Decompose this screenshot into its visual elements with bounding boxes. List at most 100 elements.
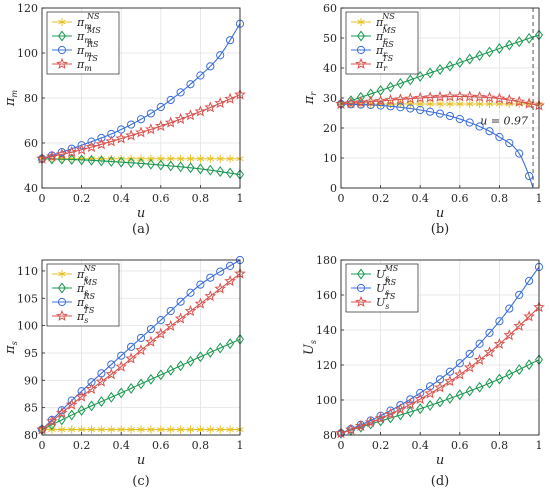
data-point — [503, 329, 516, 341]
y-tick-label: 10 — [323, 152, 337, 165]
x-tick-label: 0 — [39, 439, 46, 452]
data-point — [166, 425, 175, 434]
data-point — [216, 342, 225, 354]
data-point — [46, 415, 58, 427]
data-point — [216, 166, 225, 178]
data-point — [135, 344, 147, 356]
data-point — [95, 375, 108, 387]
data-point — [206, 62, 215, 71]
data-point — [145, 335, 157, 347]
data-point — [186, 288, 195, 297]
data-point — [456, 100, 464, 108]
data-point — [156, 159, 165, 171]
data-point — [475, 339, 484, 348]
data-point — [523, 97, 535, 109]
data-point — [345, 423, 357, 435]
data-point — [434, 381, 446, 393]
data-point — [117, 156, 126, 168]
x-tick-label: 0.4 — [411, 439, 429, 452]
data-point — [483, 91, 496, 103]
x-tick-label: 0 — [338, 192, 345, 205]
legend-entry: UsRS — [376, 278, 397, 297]
data-point — [426, 399, 435, 411]
data-point — [117, 351, 126, 360]
data-point — [115, 132, 128, 144]
data-point — [206, 164, 215, 176]
svg-text:πr: πr — [302, 91, 318, 106]
x-tick-label: 0 — [39, 192, 46, 205]
data-point — [176, 360, 185, 372]
data-point — [46, 150, 58, 162]
data-point — [77, 404, 86, 416]
data-point — [146, 158, 155, 170]
data-point — [404, 92, 417, 104]
data-point — [216, 425, 224, 434]
data-point — [186, 355, 195, 367]
data-point — [176, 425, 185, 434]
x-tick-label: 0 — [338, 439, 345, 452]
legend-marker — [355, 295, 367, 307]
data-point — [156, 102, 165, 112]
x-tick-label: 0.6 — [451, 439, 469, 452]
data-point — [424, 387, 436, 399]
data-point — [414, 91, 427, 103]
legend-entry: πsRS — [76, 292, 96, 311]
data-point — [97, 396, 106, 408]
data-point — [495, 373, 504, 385]
y-tick-label: 0 — [330, 182, 337, 195]
x-tick-label: 0.2 — [372, 192, 390, 205]
x-axis-label: u — [137, 206, 145, 221]
x-tick-label: 0.2 — [372, 439, 390, 452]
x-tick-label: 1 — [536, 192, 543, 205]
data-point — [386, 81, 395, 93]
y-tick-label: 40 — [323, 62, 337, 75]
data-point — [125, 352, 137, 364]
data-point — [67, 154, 76, 165]
data-point — [87, 400, 96, 412]
data-point — [394, 403, 407, 415]
data-point — [196, 280, 205, 289]
data-point — [87, 154, 96, 166]
legend-entry: πmNS — [76, 12, 100, 31]
data-point — [523, 310, 535, 322]
data-point — [67, 425, 76, 434]
svg-text:πs: πs — [3, 341, 19, 355]
data-point — [95, 138, 108, 150]
data-point — [164, 319, 177, 332]
data-point — [136, 378, 146, 390]
legend-marker — [57, 297, 67, 307]
y-tick-label: 160 — [316, 289, 337, 302]
legend-marker — [356, 45, 366, 55]
data-point — [136, 333, 146, 343]
data-point — [515, 149, 524, 158]
data-point — [525, 359, 534, 371]
data-point — [485, 127, 494, 136]
legend-entry: πrTS — [375, 54, 394, 73]
data-point — [166, 306, 175, 316]
data-point — [146, 109, 155, 118]
data-point — [214, 97, 227, 109]
data-point — [426, 100, 434, 108]
legend-marker — [56, 309, 68, 321]
legend-entry: πsMS — [76, 278, 98, 297]
data-point — [465, 349, 474, 358]
data-point — [206, 154, 215, 163]
data-point — [136, 115, 146, 124]
x-tick-label: 0.4 — [112, 192, 130, 205]
legend-marker — [57, 282, 67, 294]
x-axis-label: u — [436, 453, 444, 468]
legend-marker — [356, 283, 366, 293]
x-tick-label: 1 — [237, 192, 244, 205]
data-point — [226, 338, 235, 350]
data-point — [444, 375, 456, 387]
data-point — [384, 407, 397, 419]
data-point — [55, 148, 68, 160]
series-markers-2 — [336, 29, 544, 110]
y-tick-label: 95 — [24, 347, 38, 360]
data-point — [147, 154, 155, 163]
data-point — [435, 109, 445, 118]
data-point — [505, 39, 514, 51]
data-point — [226, 154, 234, 163]
x-tick-label: 0.4 — [411, 192, 429, 205]
